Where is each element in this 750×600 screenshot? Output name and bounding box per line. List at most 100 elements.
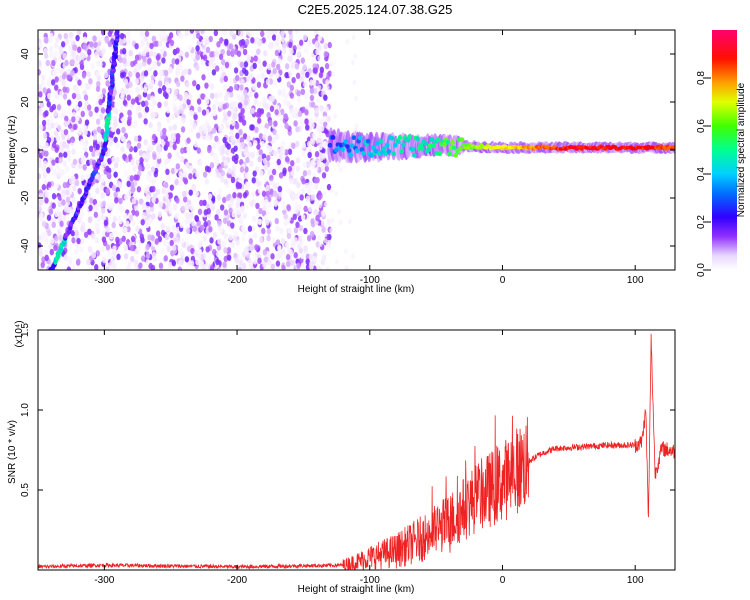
- noise-cell: [203, 128, 208, 135]
- noise-cell: [162, 132, 167, 139]
- noise-cell: [54, 84, 59, 91]
- noise-cell: [318, 203, 322, 209]
- noise-cell: [181, 117, 186, 124]
- carrier-core: [407, 134, 412, 140]
- noise-cell: [282, 98, 288, 106]
- noise-cell: [216, 41, 221, 48]
- noise-cell: [143, 86, 148, 93]
- noise-cell: [135, 225, 140, 233]
- noise-cell: [132, 122, 137, 129]
- noise-cell: [250, 107, 256, 114]
- noise-cell: [134, 210, 140, 217]
- noise-cell: [111, 221, 116, 229]
- noise-cell: [175, 236, 181, 244]
- noise-cell: [213, 30, 219, 37]
- noise-cell: [53, 110, 58, 117]
- noise-cell: [126, 94, 131, 101]
- noise-cell: [354, 95, 358, 101]
- noise-cell: [139, 156, 144, 164]
- noise-cell: [126, 30, 131, 38]
- carrier-core: [423, 141, 428, 147]
- noise-cell: [118, 56, 123, 64]
- noise-cell: [175, 67, 180, 75]
- noise-cell: [274, 109, 279, 116]
- noise-cell: [233, 100, 238, 108]
- noise-cell: [275, 260, 281, 267]
- noise-cell: [184, 203, 189, 211]
- noise-cell: [77, 79, 82, 86]
- noise-cell: [223, 178, 229, 185]
- noise-cell: [141, 211, 147, 219]
- noise-cell: [184, 256, 190, 263]
- noise-cell: [244, 38, 250, 46]
- noise-cell: [140, 219, 145, 226]
- noise-cell: [179, 221, 184, 229]
- noise-cell: [100, 107, 106, 114]
- noise-cell: [261, 190, 267, 197]
- noise-cell: [230, 169, 236, 177]
- noise-cell: [309, 260, 314, 268]
- noise-cell: [289, 48, 294, 55]
- noise-cell: [94, 237, 100, 244]
- noise-cell: [39, 101, 45, 108]
- noise-cell: [267, 135, 273, 142]
- noise-cell: [182, 176, 188, 183]
- noise-cell: [309, 160, 315, 167]
- noise-cell: [274, 217, 279, 225]
- noise-cell: [68, 177, 74, 185]
- noise-cell: [265, 30, 271, 36]
- noise-cell: [200, 93, 205, 100]
- noise-cell: [223, 75, 228, 83]
- noise-cell: [153, 111, 158, 118]
- snr-y-ticks: 0.5 1.0 1.5: [20, 323, 675, 497]
- noise-cell: [319, 125, 325, 132]
- noise-cell: [41, 119, 47, 127]
- noise-cell: [214, 135, 219, 142]
- noise-cell: [292, 178, 297, 185]
- carrier-core: [343, 139, 349, 144]
- noise-cell: [61, 133, 66, 141]
- noise-cell: [180, 126, 186, 133]
- noise-cell: [71, 50, 76, 58]
- noise-cell: [157, 80, 163, 87]
- noise-cell: [105, 165, 110, 172]
- noise-cell: [66, 133, 71, 141]
- noise-cell: [214, 92, 219, 99]
- noise-cell: [169, 231, 174, 239]
- noise-cell: [98, 98, 103, 106]
- noise-cell: [180, 147, 185, 154]
- noise-cell: [324, 165, 329, 172]
- noise-cell: [77, 46, 82, 53]
- noise-cell: [327, 41, 332, 49]
- noise-cell: [202, 54, 208, 61]
- noise-cell: [224, 38, 229, 46]
- noise-cell: [230, 135, 235, 142]
- noise-cell: [189, 30, 195, 34]
- noise-cell: [44, 142, 49, 149]
- noise-cell: [323, 42, 328, 50]
- noise-cell: [100, 246, 105, 253]
- noise-cell: [315, 241, 320, 248]
- noise-cell: [57, 200, 63, 208]
- carrier-core: [389, 135, 395, 141]
- noise-cell: [50, 237, 55, 244]
- carrier-core: [391, 151, 396, 157]
- noise-cell: [265, 184, 270, 192]
- noise-cell: [321, 172, 327, 179]
- noise-cell: [326, 115, 331, 123]
- noise-cell: [138, 149, 144, 157]
- noise-cell: [271, 136, 276, 144]
- noise-cell: [73, 67, 78, 74]
- colorbar-tick-label: 0.8: [696, 71, 707, 85]
- noise-cell: [224, 141, 229, 148]
- noise-cell: [133, 146, 138, 153]
- noise-cell: [88, 145, 94, 152]
- noise-cell: [314, 151, 320, 158]
- noise-cell: [229, 200, 235, 207]
- noise-cell: [51, 103, 57, 111]
- noise-cell: [44, 254, 49, 262]
- noise-cell: [115, 156, 120, 164]
- noise-cell: [237, 192, 243, 199]
- noise-cell: [251, 190, 256, 198]
- x-tick-label: -200: [227, 575, 247, 586]
